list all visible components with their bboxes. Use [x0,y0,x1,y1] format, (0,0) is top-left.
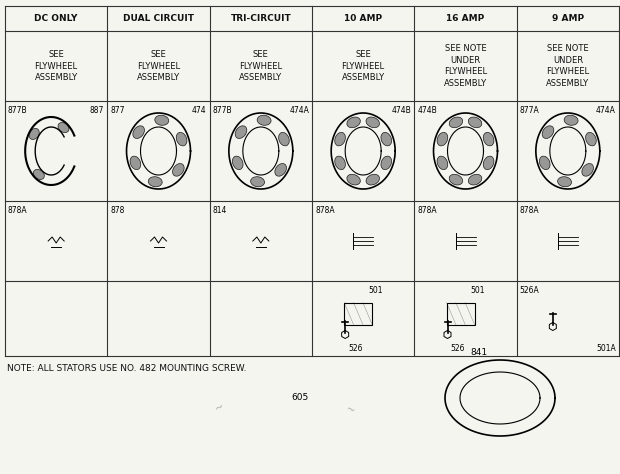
Ellipse shape [176,132,187,146]
Text: 526: 526 [348,344,363,353]
Text: 10 AMP: 10 AMP [344,14,382,23]
Ellipse shape [483,132,494,146]
Ellipse shape [381,156,392,170]
Ellipse shape [133,126,144,138]
Text: 814: 814 [213,206,227,215]
Bar [446,302,474,325]
Ellipse shape [29,128,39,139]
Ellipse shape [232,156,243,170]
Ellipse shape [257,115,271,125]
Text: ~: ~ [344,405,356,417]
Ellipse shape [235,126,247,138]
Ellipse shape [335,132,345,146]
Text: 878A: 878A [520,206,539,215]
Ellipse shape [557,177,572,187]
Text: SEE NOTE
UNDER
FLYWHEEL
ASSEMBLY: SEE NOTE UNDER FLYWHEEL ASSEMBLY [444,44,487,88]
Text: NOTE: ALL STATORS USE NO. 482 MOUNTING SCREW.: NOTE: ALL STATORS USE NO. 482 MOUNTING S… [7,364,247,373]
Ellipse shape [539,156,550,170]
Ellipse shape [172,164,184,176]
Text: 887: 887 [90,106,104,115]
Ellipse shape [366,174,379,185]
Text: 474: 474 [192,106,206,115]
Text: 526A: 526A [520,286,539,295]
Ellipse shape [58,122,69,133]
Text: 501: 501 [471,286,485,295]
Text: 474A: 474A [596,106,616,115]
Text: SEE
FLYWHEEL
ASSEMBLY: SEE FLYWHEEL ASSEMBLY [137,50,180,82]
Text: 878A: 878A [417,206,437,215]
Ellipse shape [483,156,494,170]
Text: 9 AMP: 9 AMP [552,14,584,23]
Text: 877: 877 [110,106,125,115]
Text: 474A: 474A [289,106,309,115]
Text: SEE
FLYWHEEL
ASSEMBLY: SEE FLYWHEEL ASSEMBLY [342,50,385,82]
Ellipse shape [468,174,482,185]
Text: SEE NOTE
UNDER
FLYWHEEL
ASSEMBLY: SEE NOTE UNDER FLYWHEEL ASSEMBLY [546,44,590,88]
Text: SEE
FLYWHEEL
ASSEMBLY: SEE FLYWHEEL ASSEMBLY [35,50,78,82]
Text: 877B: 877B [213,106,232,115]
Ellipse shape [347,174,360,185]
Ellipse shape [542,126,554,138]
Ellipse shape [130,156,141,170]
Text: 605: 605 [291,393,309,402]
Text: SEE
FLYWHEEL
ASSEMBLY: SEE FLYWHEEL ASSEMBLY [239,50,282,82]
Ellipse shape [449,117,463,128]
Ellipse shape [278,132,290,146]
Ellipse shape [381,132,392,146]
Text: ~: ~ [213,401,226,415]
Ellipse shape [347,117,360,128]
Text: 877B: 877B [8,106,28,115]
Ellipse shape [366,117,379,128]
Ellipse shape [437,156,448,170]
Ellipse shape [468,117,482,128]
Text: 526: 526 [451,344,465,353]
Ellipse shape [586,132,596,146]
Ellipse shape [437,132,448,146]
Text: 878A: 878A [8,206,28,215]
Ellipse shape [335,156,345,170]
Text: 841: 841 [470,348,487,357]
Ellipse shape [33,169,45,180]
Ellipse shape [275,164,286,176]
Text: 474B: 474B [417,106,437,115]
Text: 878A: 878A [315,206,335,215]
Text: DUAL CIRCUIT: DUAL CIRCUIT [123,14,194,23]
Text: 878: 878 [110,206,125,215]
Text: TRI-CIRCUIT: TRI-CIRCUIT [231,14,291,23]
Ellipse shape [564,115,578,125]
Bar [344,302,372,325]
Ellipse shape [250,177,265,187]
Text: DC ONLY: DC ONLY [35,14,78,23]
Text: 501A: 501A [596,344,616,353]
Text: 877A: 877A [520,106,539,115]
Text: 474B: 474B [392,106,411,115]
Ellipse shape [148,177,162,187]
Ellipse shape [582,164,593,176]
Ellipse shape [155,115,169,125]
Ellipse shape [449,174,463,185]
Text: 16 AMP: 16 AMP [446,14,485,23]
Text: 501: 501 [368,286,383,295]
